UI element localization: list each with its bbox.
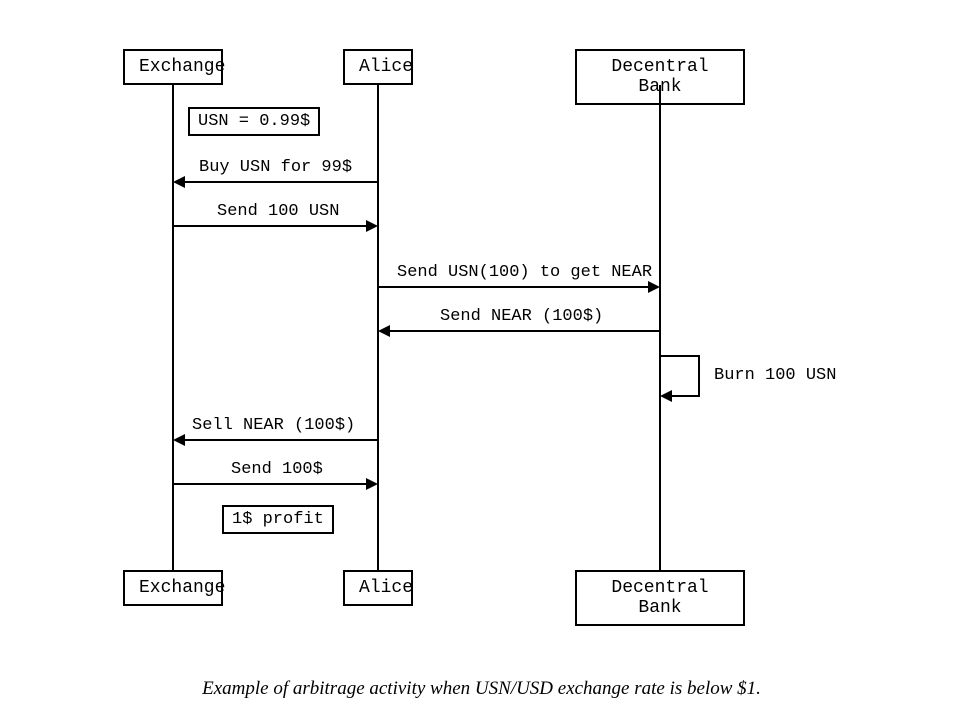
msg-send-near-line bbox=[390, 330, 660, 332]
burn-loop-head bbox=[660, 390, 672, 402]
caption: Example of arbitrage activity when USN/U… bbox=[0, 678, 963, 700]
msg-buy-label: Buy USN for 99$ bbox=[197, 158, 354, 177]
msg-send-near-label: Send NEAR (100$) bbox=[438, 307, 605, 326]
participant-exchange-top: Exchange bbox=[123, 49, 223, 85]
participant-alice-bottom: Alice bbox=[343, 570, 413, 606]
note-rate: USN = 0.99$ bbox=[188, 107, 320, 136]
msg-burn-label: Burn 100 USN bbox=[712, 366, 838, 385]
msg-buy-line bbox=[184, 181, 378, 183]
lifeline-exchange bbox=[172, 85, 174, 570]
msg-send-usd-head bbox=[366, 478, 378, 490]
burn-loop-side bbox=[698, 355, 700, 395]
participant-exchange-bottom: Exchange bbox=[123, 570, 223, 606]
msg-send-usn-near-label: Send USN(100) to get NEAR bbox=[395, 263, 654, 282]
msg-send-usn-near-head bbox=[648, 281, 660, 293]
lifeline-bank bbox=[659, 85, 661, 570]
msg-send-usn-head bbox=[366, 220, 378, 232]
msg-sell-near-label: Sell NEAR (100$) bbox=[190, 416, 357, 435]
participant-alice-top: Alice bbox=[343, 49, 413, 85]
msg-sell-near-line bbox=[184, 439, 378, 441]
msg-send-usn-line bbox=[173, 225, 367, 227]
msg-send-near-head bbox=[378, 325, 390, 337]
burn-loop-bottom bbox=[672, 395, 700, 397]
msg-send-usn-near-line bbox=[378, 286, 648, 288]
note-profit: 1$ profit bbox=[222, 505, 334, 534]
msg-buy-head bbox=[173, 176, 185, 188]
msg-send-usd-line bbox=[173, 483, 367, 485]
msg-send-usn-label: Send 100 USN bbox=[215, 202, 341, 221]
msg-send-usd-label: Send 100$ bbox=[229, 460, 325, 479]
participant-bank-bottom: Decentral Bank bbox=[575, 570, 745, 626]
burn-loop-top bbox=[660, 355, 700, 357]
msg-sell-near-head bbox=[173, 434, 185, 446]
